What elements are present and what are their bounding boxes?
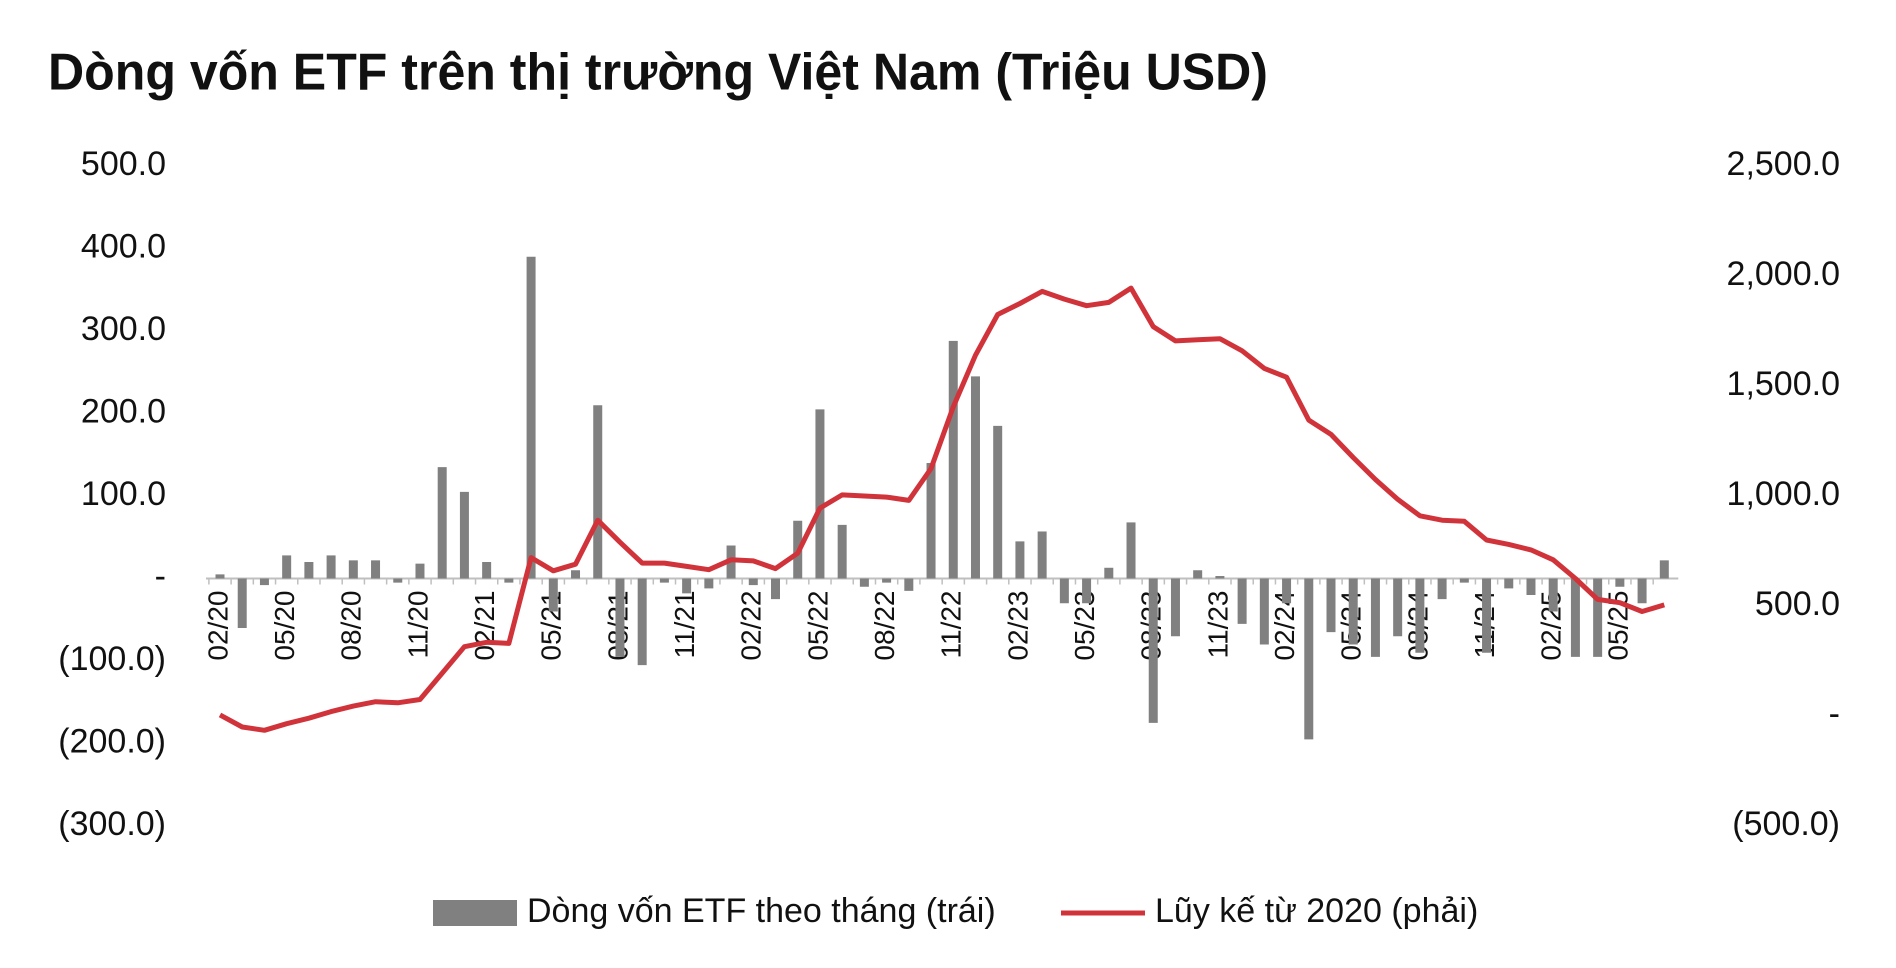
bar: [1615, 578, 1625, 587]
bar: [437, 467, 447, 579]
y-tick-label: (200.0): [58, 722, 166, 760]
y-tick-label: -: [155, 557, 166, 595]
bar: [326, 555, 336, 579]
bar: [882, 578, 892, 583]
bar: [615, 578, 625, 657]
bar: [1659, 560, 1669, 579]
y-tick-label: 100.0: [81, 475, 166, 513]
legend-label: Dòng vốn ETF theo tháng (trái): [527, 892, 996, 930]
bar: [637, 578, 647, 666]
bar: [1548, 578, 1558, 612]
x-tick-label: 11/21: [669, 591, 700, 659]
bar: [1104, 567, 1114, 579]
bar: [348, 560, 358, 579]
bar: [237, 578, 247, 628]
bar: [304, 562, 314, 579]
bar: [1126, 522, 1136, 579]
y2-tick-label: (500.0): [1732, 805, 1840, 843]
bar: [571, 570, 581, 579]
bar: [904, 578, 914, 591]
bar: [282, 555, 292, 579]
bar: [1415, 578, 1425, 653]
bar: [259, 578, 269, 586]
bar: [526, 256, 536, 579]
bar: [215, 574, 225, 579]
y2-tick-label: 2,000.0: [1727, 255, 1840, 293]
bar: [393, 578, 403, 583]
bar: [504, 578, 514, 583]
bar: [415, 563, 425, 579]
y-tick-label: 200.0: [81, 392, 166, 430]
line: [218, 285, 1666, 733]
bar: [948, 340, 958, 579]
bar: [1348, 578, 1358, 645]
bar: [1393, 578, 1403, 637]
bar: [1370, 578, 1380, 657]
x-tick-label: 08/22: [869, 591, 900, 661]
bar: [837, 524, 847, 579]
bar: [970, 376, 980, 579]
bar: [1148, 578, 1158, 723]
bar: [548, 578, 558, 612]
bar: [1326, 578, 1336, 633]
y2-tick-label: 1,000.0: [1727, 475, 1840, 513]
bar: [1459, 578, 1469, 583]
y-tick-label: (100.0): [58, 640, 166, 678]
x-tick-label: 02/22: [736, 591, 767, 661]
x-tick-label: 02/21: [469, 591, 500, 661]
bar: [593, 405, 603, 579]
y-tick-label: 300.0: [81, 310, 166, 348]
y-tick-label: (300.0): [58, 805, 166, 843]
bar: [459, 491, 469, 579]
y2-tick-label: -: [1829, 695, 1840, 733]
y2-tick-label: 500.0: [1755, 585, 1840, 623]
bar: [993, 425, 1003, 579]
bar: [1526, 578, 1536, 595]
bar: [1593, 578, 1603, 657]
bar: [1259, 578, 1269, 645]
y2-tick-label: 2,500.0: [1727, 145, 1840, 183]
bar: [1637, 578, 1647, 604]
bar: [1170, 578, 1180, 637]
bar: [1193, 570, 1203, 579]
y-tick-label: 500.0: [81, 145, 166, 183]
bar: [659, 578, 669, 583]
bar: [815, 409, 825, 579]
bar: [1482, 578, 1492, 653]
bar: [1237, 578, 1247, 624]
bar: [1304, 578, 1314, 740]
bar: [771, 578, 780, 600]
x-tick-label: 11/22: [936, 591, 967, 659]
y-tick-label: 400.0: [81, 227, 166, 265]
bar: [1282, 578, 1292, 604]
x-tick-label: 11/23: [1202, 591, 1233, 659]
bar: [1037, 531, 1047, 579]
bar: [682, 578, 692, 594]
x-tick-label: 08/20: [336, 591, 367, 661]
bar: [704, 578, 714, 589]
x-tick-label: 02/23: [1002, 591, 1033, 661]
y2-tick-label: 1,500.0: [1727, 365, 1840, 403]
bar: [1504, 578, 1514, 589]
bar: [1059, 578, 1069, 604]
bar: [1015, 541, 1025, 579]
bar: [926, 463, 936, 579]
bar: [371, 560, 381, 579]
bar: [859, 578, 869, 587]
bar: [1570, 578, 1580, 657]
x-tick-label: 05/22: [802, 591, 833, 661]
x-tick-label: 11/20: [402, 591, 433, 659]
chart-title: Dòng vốn ETF trên thị trường Việt Nam (T…: [48, 44, 1268, 102]
x-tick-label: 05/20: [269, 591, 300, 661]
x-tick-label: 02/20: [202, 591, 233, 661]
bar: [1437, 578, 1447, 600]
legend-swatch: [433, 900, 517, 926]
bar: [1215, 576, 1225, 579]
bar: [1082, 578, 1092, 604]
legend-label: Lũy kế từ 2020 (phải): [1155, 892, 1478, 930]
bar: [482, 562, 492, 579]
bar: [748, 578, 758, 586]
